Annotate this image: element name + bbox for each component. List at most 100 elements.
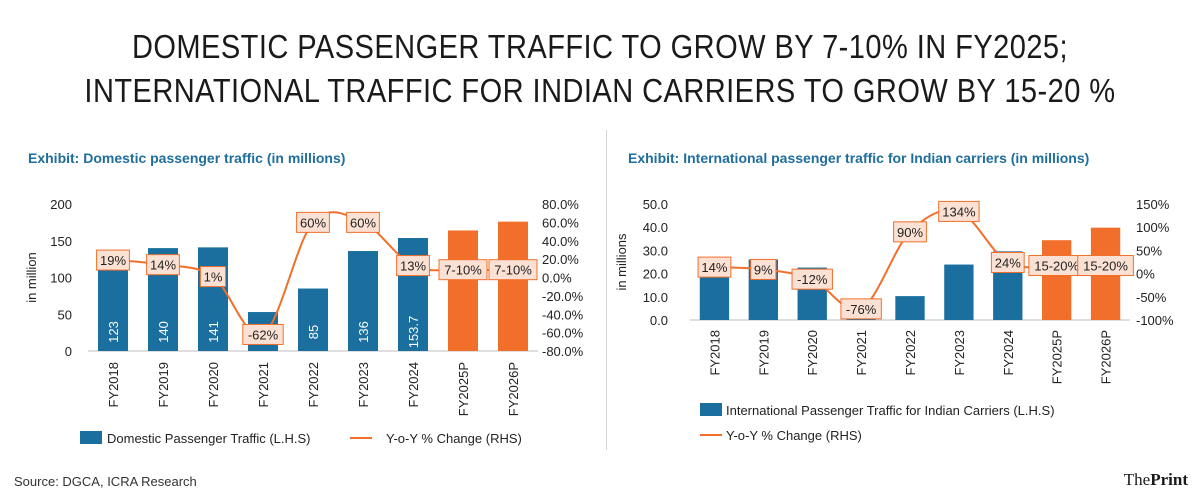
yoy-label-box (697, 256, 732, 278)
y-axis-tick-label: 10.0 (643, 290, 668, 305)
yoy-point-label: -62% (248, 327, 279, 342)
international-chart-title: Exhibit: International passenger traffic… (628, 150, 1090, 166)
y2-axis-tick-label: -80.0% (542, 344, 584, 359)
y-axis-tick-label: 30.0 (643, 243, 668, 258)
international-traffic-chart: 0.0 10.0 20.0 30.0 40.0 50.0 -100% -50% 0% 50% 100… (614, 197, 1174, 443)
yoy-point-label: 24% (995, 255, 1021, 270)
theprint-logo: ThePrint (1124, 470, 1188, 490)
legend-bar-label: Domestic Passenger Traffic (L.H.S) (107, 431, 311, 446)
x-axis-category-label: FY2022 (903, 330, 918, 376)
bar-value-label: 136 (356, 321, 371, 343)
x-axis-category-label: FY2020 (805, 330, 820, 376)
bar-fy2025p (448, 230, 478, 351)
y-axis-label: in millions (614, 233, 629, 291)
y-axis-tick-label: 20.0 (643, 267, 668, 282)
bar-value-label: 141 (206, 321, 221, 343)
brand-the: The (1123, 470, 1151, 489)
x-axis-category-label: FY2025P (1050, 330, 1065, 384)
y2-axis-tick-label: -60.0% (542, 326, 584, 341)
x-axis-category-label: FY2021 (256, 362, 271, 408)
y2-axis-tick-label: 0.0% (542, 271, 572, 286)
headline-line-1: DOMESTIC PASSENGER TRAFFIC TO GROW BY 7-… (131, 28, 1069, 65)
yoy-label-box (242, 323, 284, 345)
legend-bar-label: International Passenger Traffic for Indi… (726, 403, 1055, 418)
legend-line-label: Y-o-Y % Change (RHS) (386, 431, 522, 446)
bar-fy2020 (198, 247, 228, 351)
yoy-label-box (96, 249, 130, 271)
bar-fy2026p (498, 221, 528, 351)
headline-line-2: INTERNATIONAL TRAFFIC FOR INDIAN CARRIER… (84, 72, 1116, 109)
yoy-label-box (346, 211, 380, 233)
y2-axis-tick-label: 60.0% (542, 215, 579, 230)
yoy-label-box (396, 255, 430, 277)
bar-value-label: 123 (106, 321, 121, 343)
x-axis-category-label: FY2020 (206, 362, 221, 408)
y-axis-tick-label: 50.0 (643, 197, 668, 212)
yoy-label-box (791, 268, 833, 290)
y2-axis-tick-label: -50% (1136, 290, 1167, 305)
domestic-traffic-chart: 0 50 100 150 200 -80.0% -60.0% -40.0% -20.0% 0.0%… (24, 197, 584, 446)
yoy-label-box (938, 200, 980, 222)
y2-axis-tick-label: -100% (1136, 313, 1174, 328)
bar-fy2018 (98, 260, 128, 351)
yoy-point-label: 19% (100, 253, 126, 268)
chart-divider (606, 130, 607, 450)
y-axis-tick-label: 0 (65, 344, 72, 359)
yoy-point-label: -76% (846, 302, 877, 317)
x-axis-category-label: FY2018 (707, 330, 722, 376)
yoy-point-label: 9% (754, 262, 773, 277)
y2-axis-tick-label: 80.0% (542, 197, 579, 212)
y-axis-tick-label: 50 (58, 307, 72, 322)
y-axis-tick-label: 150 (50, 234, 72, 249)
bar-fy2025p (1042, 240, 1072, 320)
source-note: Source: DGCA, ICRA Research (14, 474, 197, 489)
y-axis-tick-label: 100 (50, 271, 72, 286)
x-axis-category-label: FY2026P (506, 362, 521, 416)
y2-axis-tick-label: 20.0% (542, 252, 579, 267)
yoy-label-box (893, 221, 927, 243)
y-axis-tick-label: 40.0 (643, 220, 668, 235)
bar-value-label: 153.7 (406, 316, 421, 349)
x-axis-category-label: FY2019 (156, 362, 171, 408)
yoy-label-box (296, 211, 330, 233)
yoy-label-box (1077, 254, 1134, 276)
y2-axis-tick-label: 40.0% (542, 234, 579, 249)
x-axis-category-label: FY2024 (406, 362, 421, 408)
yoy-point-label: 60% (350, 215, 376, 230)
x-axis-category-label: FY2023 (952, 330, 967, 376)
legend-bar-swatch (80, 431, 102, 444)
bar-fy2023 (944, 264, 974, 320)
yoy-label-box (199, 266, 227, 288)
legend-line-label: Y-o-Y % Change (RHS) (726, 428, 862, 443)
bar-value-label: 140 (156, 321, 171, 343)
y2-axis-tick-label: 50% (1136, 243, 1162, 258)
bar-fy2022 (298, 288, 328, 351)
x-axis-category-label: FY2018 (106, 362, 121, 408)
yoy-point-label: 7-10% (494, 263, 532, 278)
y-axis-tick-label: 200 (50, 197, 72, 212)
yoy-point-label: 14% (150, 258, 176, 273)
bar-fy2022 (895, 296, 925, 320)
y-axis-label: in million (24, 252, 39, 303)
x-axis-category-label: FY2026P (1099, 330, 1114, 384)
x-axis-category-label: FY2023 (356, 362, 371, 408)
x-axis-category-label: FY2024 (1001, 330, 1016, 376)
legend-bar-swatch (700, 403, 722, 416)
x-axis-category-label: FY2019 (756, 330, 771, 376)
y2-axis-tick-label: 150% (1136, 197, 1170, 212)
y2-axis-tick-label: 100% (1136, 220, 1170, 235)
yoy-point-label: 60% (300, 215, 326, 230)
y2-axis-tick-label: -20.0% (542, 289, 584, 304)
domestic-chart-title: Exhibit: Domestic passenger traffic (in … (28, 150, 346, 166)
yoy-point-label: 7-10% (444, 263, 482, 278)
y2-axis-tick-label: 0% (1136, 267, 1155, 282)
yoy-point-label: 13% (400, 259, 426, 274)
yoy-label-box (438, 259, 488, 281)
yoy-label-box (750, 258, 777, 280)
yoy-point-label: 15-20% (1034, 258, 1079, 273)
x-axis-category-label: FY2021 (854, 330, 869, 376)
brand-print: Print (1150, 470, 1188, 489)
yoy-point-label: -12% (797, 272, 828, 287)
yoy-label-box (990, 251, 1025, 273)
bar-value-label: 85 (306, 325, 321, 339)
